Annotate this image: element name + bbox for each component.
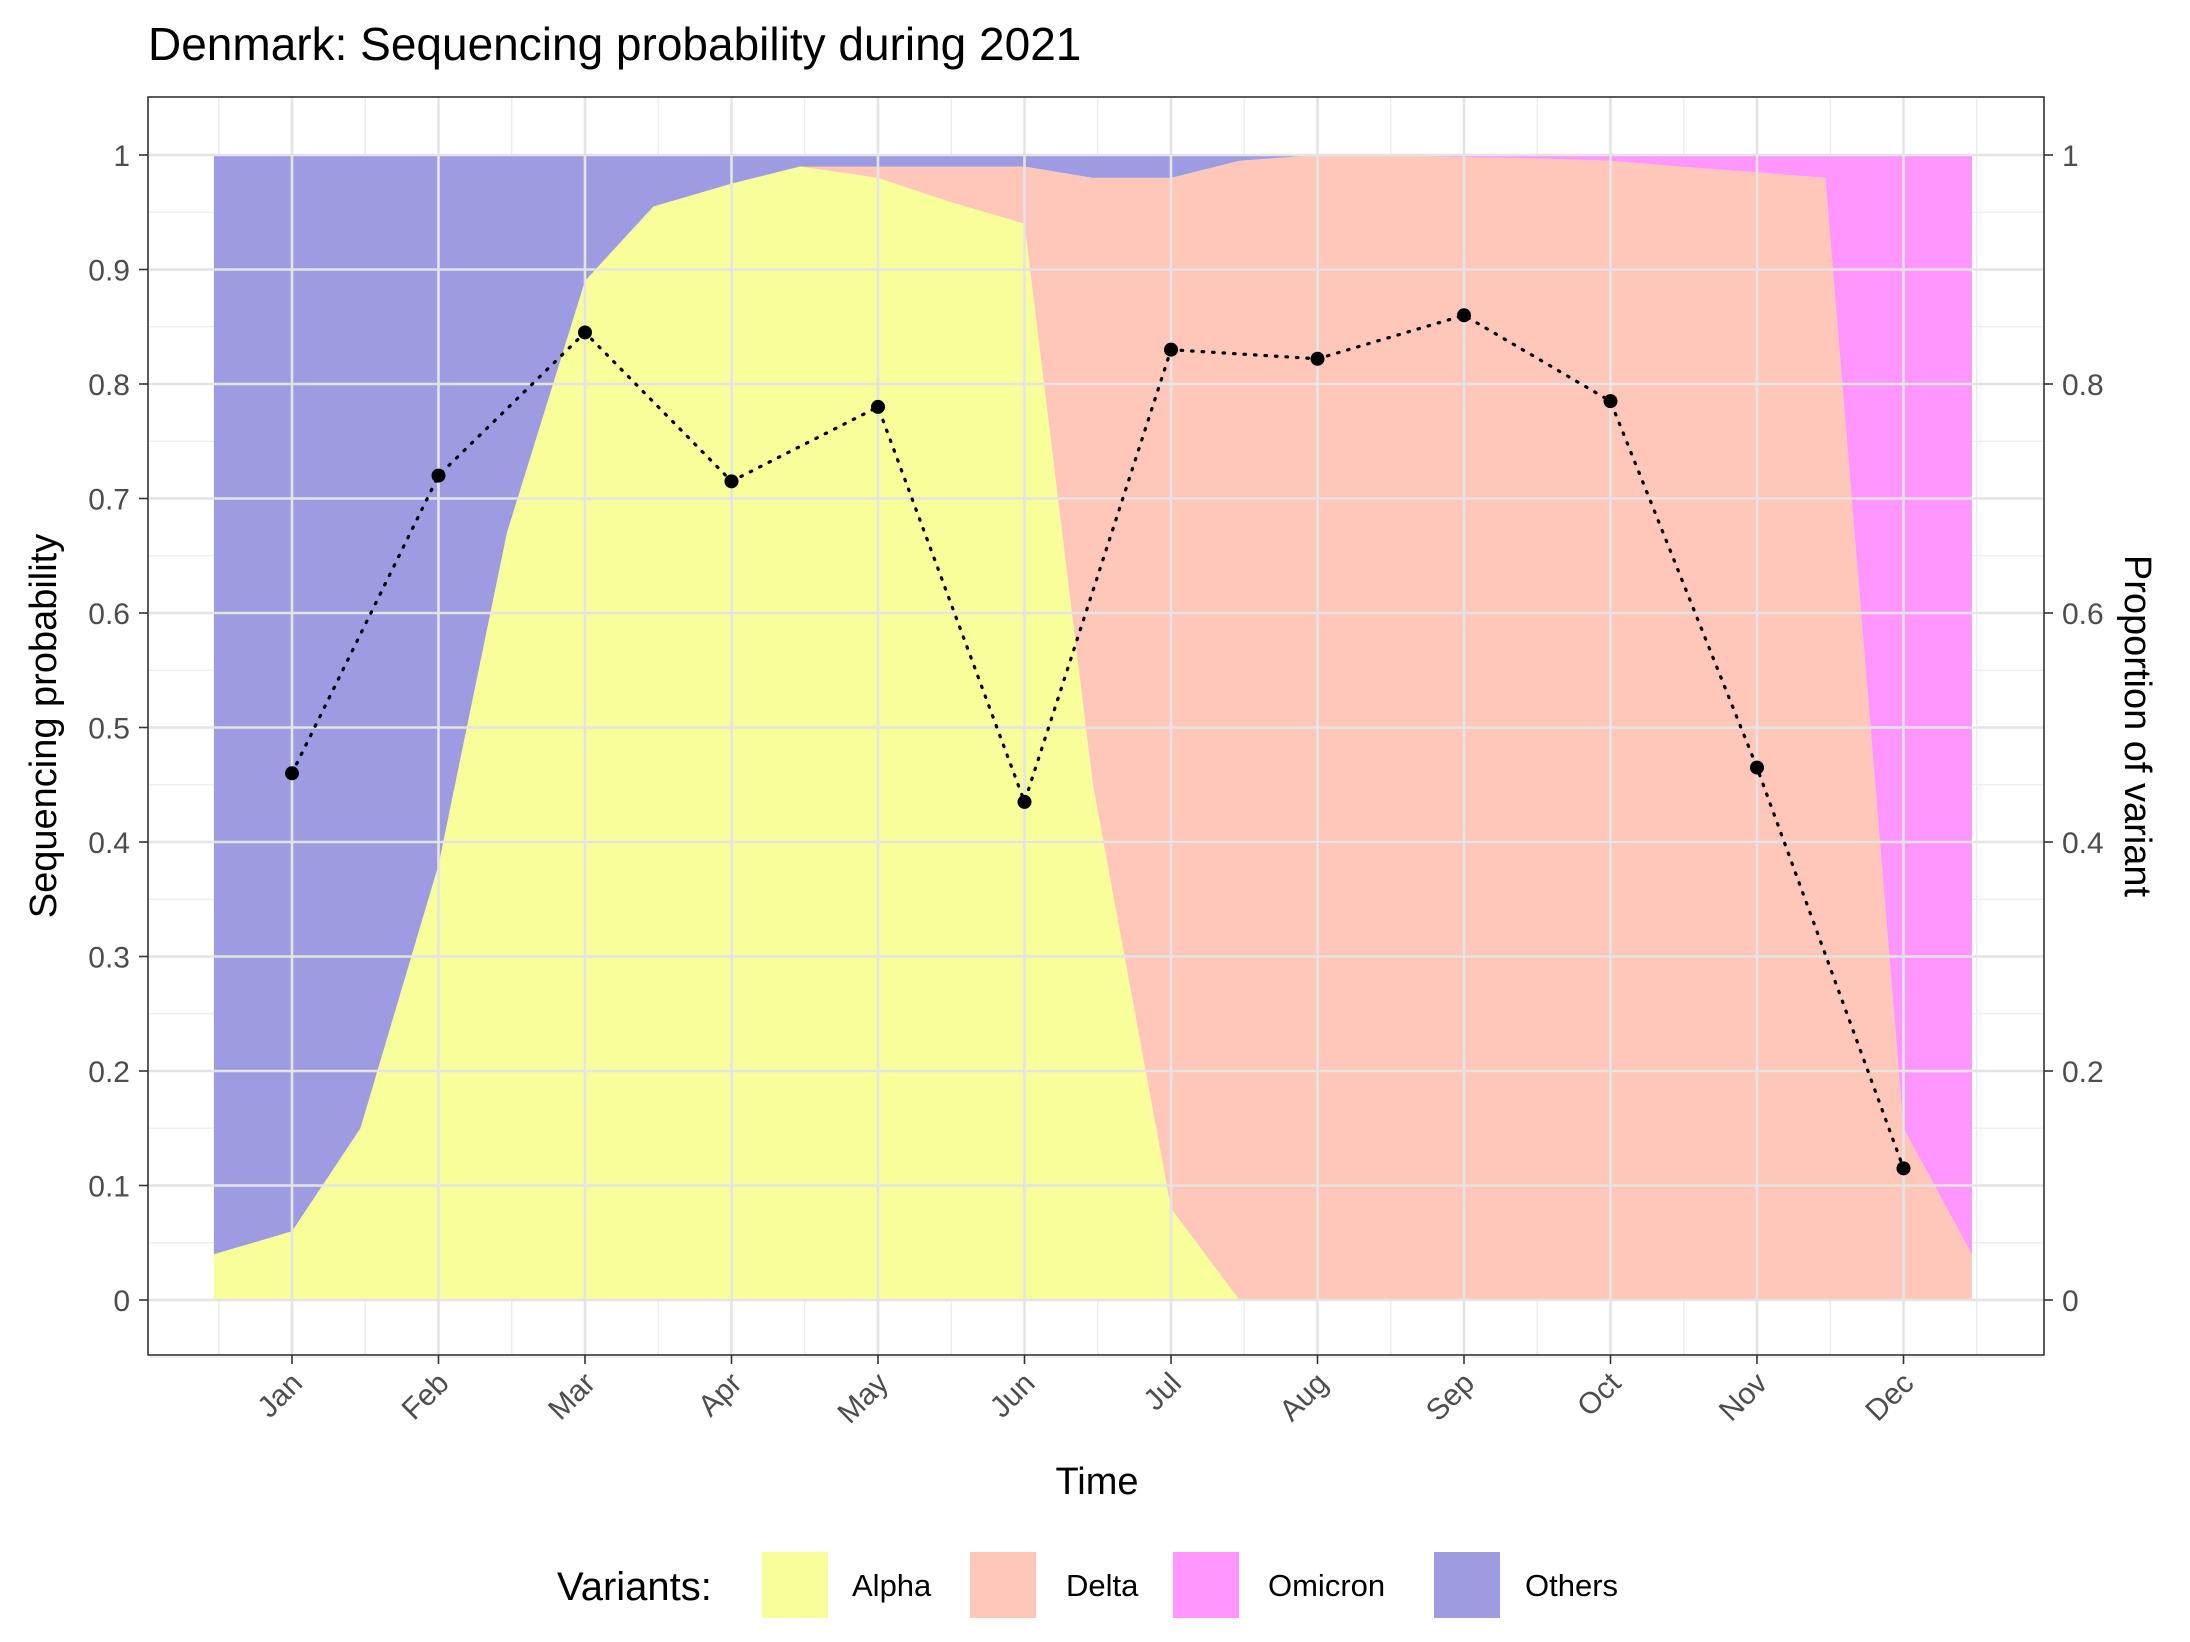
x-tick-label-jan: Jan <box>251 1367 309 1425</box>
sequencing-point-sep <box>1457 308 1471 323</box>
sequencing-point-jun <box>1017 794 1032 809</box>
y-axis-left: 0 0.1 0.2 0.3 0.4 0.5 0.6 0.7 0.8 0.9 1 <box>88 140 148 1318</box>
plot-border <box>147 96 2045 1356</box>
x-tick-label-oct: Oct <box>1571 1366 1628 1423</box>
y-tick-label: 0.6 <box>88 598 130 631</box>
area-others <box>213 155 1972 1255</box>
legend-key-delta <box>970 1552 1036 1618</box>
legend-title: Variants: <box>557 1565 712 1609</box>
y2-tick-label: 0 <box>2062 1285 2079 1318</box>
sequencing-point-apr <box>724 474 739 489</box>
y-tick-label: 0 <box>113 1285 130 1318</box>
chart-title: Denmark: Sequencing probability during 2… <box>148 18 1081 70</box>
y2-tick-label: 0.2 <box>2062 1056 2104 1089</box>
y2-tick-label: 0.4 <box>2062 827 2104 860</box>
legend-label-alpha: Alpha <box>852 1568 932 1603</box>
sequencing-series <box>285 308 1911 1176</box>
sequencing-point-jan <box>285 766 299 781</box>
x-tick-label-sep: Sep <box>1420 1367 1481 1428</box>
x-tick-label-jul: Jul <box>1137 1367 1187 1417</box>
y2-axis-title: Proportion of variant <box>2116 555 2158 898</box>
y2-tick-label: 0.6 <box>2062 598 2104 631</box>
legend-label-delta: Delta <box>1066 1568 1139 1603</box>
legend: Variants: Alpha Delta Omicron Others <box>557 1552 1618 1618</box>
x-tick-label-apr: Apr <box>692 1367 748 1423</box>
x-tick-label-aug: Aug <box>1273 1367 1334 1428</box>
legend-label-others: Others <box>1525 1568 1618 1603</box>
y-tick-label: 0.4 <box>88 827 130 860</box>
x-tick-label-mar: Mar <box>542 1367 602 1427</box>
y-axis-title: Sequencing probability <box>23 534 65 919</box>
legend-label-omicron: Omicron <box>1268 1568 1385 1603</box>
y-tick-label: 0.7 <box>88 484 130 517</box>
sequencing-point-jul <box>1164 342 1178 357</box>
y-tick-label: 0.8 <box>88 369 130 402</box>
y2-tick-label: 1 <box>2062 140 2079 173</box>
x-tick-label-jun: Jun <box>984 1367 1042 1425</box>
sequencing-line <box>290 313 1906 1170</box>
legend-key-alpha <box>762 1552 828 1618</box>
x-axis: Jan Feb Mar Apr May Jun Jul Aug Sep Oct Nov Dec <box>251 1355 1920 1430</box>
y-tick-label: 1 <box>113 140 130 173</box>
sequencing-point-feb <box>431 468 446 483</box>
y-tick-label: 0.1 <box>88 1171 130 1204</box>
y-tick-label: 0.2 <box>88 1056 130 1089</box>
sequencing-point-mar <box>578 325 592 340</box>
sequencing-point-dec <box>1896 1161 1911 1176</box>
legend-key-others <box>1434 1552 1500 1618</box>
grid-major <box>148 97 2044 1355</box>
x-tick-label-feb: Feb <box>396 1367 456 1427</box>
sequencing-point-aug <box>1310 351 1325 366</box>
y-tick-label: 0.5 <box>88 713 130 746</box>
sequencing-point-may <box>871 399 885 414</box>
x-tick-label-may: May <box>832 1367 895 1430</box>
y-tick-label: 0.9 <box>88 255 130 288</box>
sequencing-point-nov <box>1750 760 1764 775</box>
legend-key-omicron <box>1173 1552 1239 1618</box>
y-tick-label: 0.3 <box>88 942 130 975</box>
sequencing-point-oct <box>1603 394 1618 409</box>
y-axis-right: 0 0.2 0.4 0.6 0.8 1 <box>2044 140 2104 1318</box>
x-axis-title: Time <box>1055 1461 1138 1503</box>
y2-tick-label: 0.8 <box>2062 369 2104 402</box>
area-alpha <box>213 166 1972 1300</box>
x-tick-label-nov: Nov <box>1713 1367 1774 1428</box>
x-tick-label-dec: Dec <box>1859 1367 1920 1428</box>
